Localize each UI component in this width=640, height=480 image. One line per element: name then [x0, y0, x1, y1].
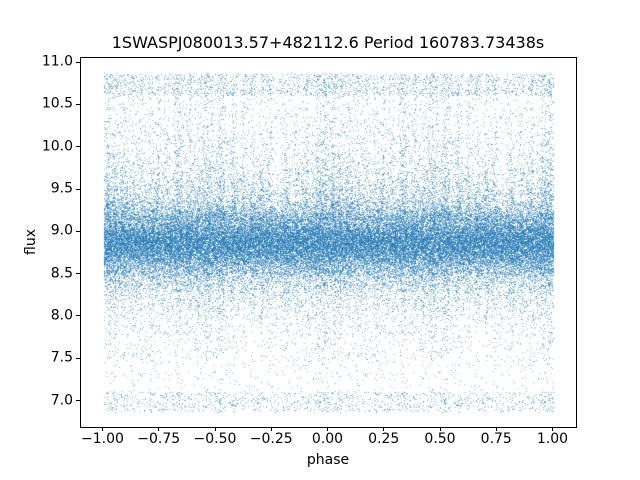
scatter-canvas — [81, 58, 576, 427]
x-tick-mark — [214, 427, 216, 431]
x-tick-label: 0.50 — [424, 431, 456, 447]
x-tick-label: 0.75 — [480, 431, 512, 447]
x-tick-mark — [158, 427, 160, 431]
y-tick-label: 7.5 — [50, 349, 73, 366]
x-tick-mark — [439, 427, 441, 431]
y-tick-label: 9.0 — [50, 222, 73, 239]
x-tick-mark — [327, 427, 328, 431]
y-tick-label: 8.0 — [50, 307, 73, 324]
y-tick-label: 11.0 — [41, 53, 73, 70]
x-tick-mark — [102, 427, 103, 431]
y-tick-label: 10.0 — [41, 138, 73, 155]
y-tick-mark — [76, 230, 80, 232]
y-tick-label: 7.0 — [50, 392, 73, 409]
y-tick-label: 8.5 — [50, 265, 73, 282]
x-tick-label: −0.25 — [249, 431, 293, 447]
y-tick-mark — [76, 188, 80, 190]
x-tick-label: −1.00 — [81, 431, 124, 447]
y-tick-mark — [76, 315, 80, 317]
y-tick-mark — [76, 400, 80, 402]
x-axis-label: phase — [306, 452, 350, 468]
y-tick-mark — [76, 273, 80, 275]
y-tick-mark — [76, 146, 80, 148]
y-tick-mark — [76, 357, 80, 359]
x-tick-mark — [495, 427, 497, 431]
x-tick-label: 1.00 — [536, 431, 569, 447]
x-tick-label: 0.00 — [311, 431, 344, 447]
y-axis-label: flux — [23, 229, 39, 255]
x-tick-label: −0.75 — [137, 431, 181, 447]
x-tick-mark — [270, 427, 272, 431]
plot-area — [80, 57, 577, 428]
chart-title: 1SWASPJ080013.57+482112.6 Period 160783.… — [111, 33, 545, 52]
x-tick-mark — [552, 427, 553, 431]
x-tick-mark — [383, 427, 385, 431]
y-tick-mark — [76, 61, 80, 63]
y-tick-label: 9.5 — [50, 180, 73, 197]
x-tick-label: −0.50 — [193, 431, 237, 447]
y-tick-label: 10.5 — [41, 95, 73, 112]
x-tick-label: 0.25 — [368, 431, 400, 447]
y-tick-mark — [76, 103, 80, 105]
